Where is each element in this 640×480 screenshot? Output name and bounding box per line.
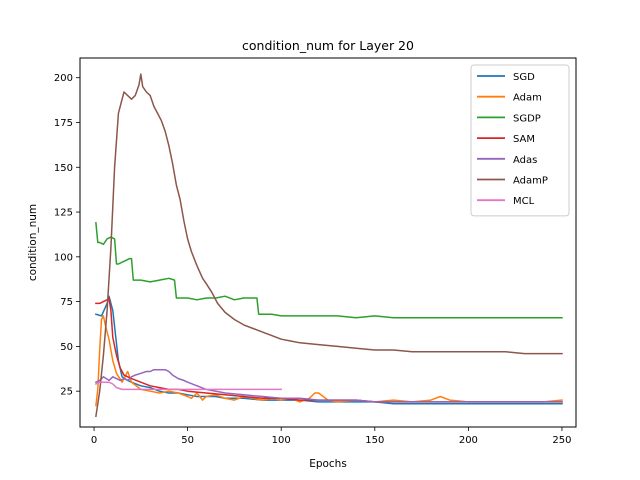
series-line-sgdp: [95, 221, 563, 319]
x-tick-label: 50: [181, 435, 194, 446]
y-axis-label: condition_num: [27, 204, 39, 281]
legend-label-sam: SAM: [513, 134, 535, 145]
plot-area: [94, 73, 563, 418]
series-line-adam: [95, 315, 563, 407]
legend-label-adas: Adas: [513, 155, 537, 166]
legend-label-sgd: SGD: [513, 72, 535, 83]
x-tick-label: 200: [459, 435, 478, 446]
y-tick-label: 75: [60, 297, 73, 308]
y-tick-label: 50: [60, 342, 73, 353]
legend: SGD Adam SGDP SAM Adas AdamP MCL: [470, 64, 570, 217]
y-tick-label: 100: [54, 252, 73, 263]
legend-label-mcl: MCL: [513, 196, 535, 207]
series-line-adas: [94, 368, 563, 403]
chart-title: condition_num for Layer 20: [242, 38, 414, 53]
y-tick-label: 200: [54, 73, 73, 84]
legend-label-sgdp: SGDP: [513, 113, 541, 124]
x-tick-label: 0: [91, 435, 97, 446]
axis-ticks: 0 50 100 150 200 250 25 50 75 100 125 150 175 200: [54, 73, 572, 446]
y-tick-label: 25: [60, 387, 73, 398]
y-tick-label: 150: [54, 163, 73, 174]
series-line-mcl: [94, 381, 282, 391]
legend-box: [470, 64, 570, 217]
legend-label-adamp: AdamP: [513, 176, 548, 187]
x-tick-label: 150: [365, 435, 384, 446]
x-tick-label: 250: [552, 435, 571, 446]
y-tick-label: 175: [54, 118, 73, 129]
plot-frame: [79, 57, 577, 428]
x-axis-label: Epochs: [309, 458, 347, 470]
series-line-adamp: [95, 73, 563, 418]
y-tick-label: 125: [54, 208, 73, 219]
x-tick-label: 100: [272, 435, 291, 446]
legend-label-adam: Adam: [513, 93, 542, 104]
